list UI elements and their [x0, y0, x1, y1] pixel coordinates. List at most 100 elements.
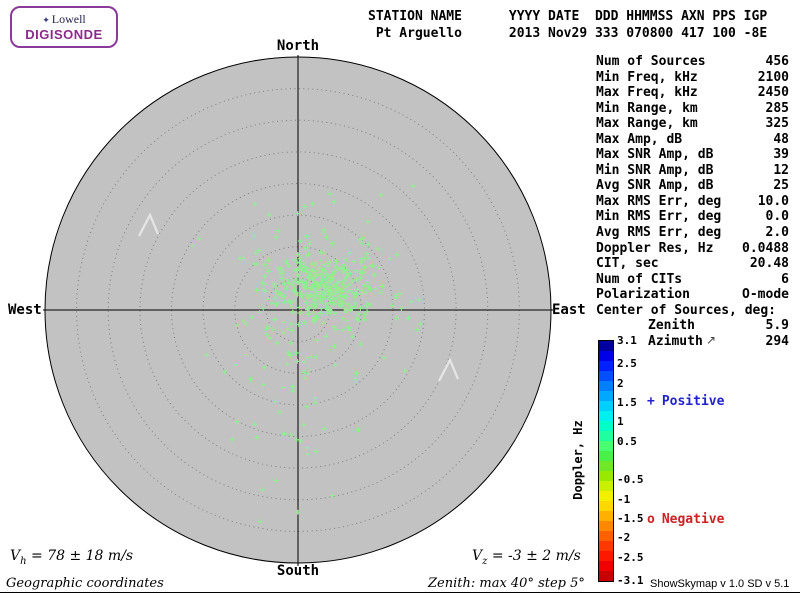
stat-value: 39: [773, 147, 789, 163]
stat-value: 2.0: [765, 225, 789, 241]
coordinate-system-label: Geographic coordinates: [6, 576, 164, 591]
colorbar-segment: [599, 421, 613, 431]
colorbar-segment: [599, 351, 613, 361]
stat-label: Num of CITs: [596, 271, 683, 287]
stat-row: Min Range, km 285: [596, 101, 789, 117]
stat-row: Max SNR Amp, dB 39: [596, 147, 789, 163]
colorbar-segment: [599, 451, 613, 461]
measurement-stats-panel: Num of Sources 456 Min Freq, kHz 2100 Max Fr…: [596, 54, 789, 349]
stat-value: 10.0: [757, 193, 789, 209]
stat-value: 6: [781, 271, 789, 287]
stat-row: CIT, sec 20.48: [596, 256, 789, 272]
colorbar-tick-label: 2.5: [617, 357, 637, 371]
stat-row: Center of Sources, deg:: [596, 303, 789, 319]
colorbar-tick-label: -1: [617, 492, 631, 506]
colorbar-tick-label: -2.5: [617, 550, 644, 564]
colorbar-segment: [599, 371, 613, 381]
stat-row: Num of CITs 6: [596, 272, 789, 288]
colorbar-tick-label: 1: [617, 415, 624, 429]
stat-row: Polarization O-mode: [596, 287, 789, 303]
stat-row: Min Freq, kHz 2100: [596, 70, 789, 86]
zenith-range-note: Zenith: max 40° step 5°: [428, 576, 585, 591]
colorbar-segment: [599, 551, 613, 561]
stat-value: O-mode: [742, 287, 789, 303]
vz-symbol: V: [472, 548, 483, 564]
plus-symbol: +: [647, 394, 655, 409]
stat-value: 20.48: [749, 256, 789, 272]
stat-label: Max RMS Err, deg: [596, 193, 722, 209]
source-points: [190, 183, 423, 524]
compass-north-label: North: [276, 38, 320, 54]
vz-value: = -3 ± 2 m/s: [487, 548, 581, 564]
colorbar-segment: [599, 501, 613, 511]
header-column-titles: STATION NAME YYYY DATE DDD HHMMSS AXN PP…: [368, 9, 768, 24]
horizontal-velocity-readout: Vh = 78 ± 18 m/s: [10, 548, 133, 567]
drift-arrow-icon: [438, 357, 460, 382]
stat-value: 325: [765, 116, 789, 132]
digisonde-logo: ✦ Lowell DIGISONDE: [10, 6, 118, 48]
stat-row: Azimuth 294: [596, 334, 789, 350]
stat-value: 285: [765, 100, 789, 116]
compass-west-label: West: [8, 302, 42, 318]
colorbar-segment: [599, 441, 613, 451]
stat-label: Min Range, km: [596, 100, 698, 116]
colorbar-segment: [599, 341, 613, 351]
stat-row: Num of Sources 456: [596, 54, 789, 70]
colorbar-tick-label: -3.1: [617, 574, 644, 587]
stat-row: Max Amp, dB 48: [596, 132, 789, 148]
legend-negative-label: Negative: [661, 512, 725, 527]
colorbar-tick-label: 3.1: [617, 334, 637, 347]
colorbar-segment: [599, 391, 613, 401]
colorbar-segment: [599, 521, 613, 531]
vertical-velocity-readout: Vz = -3 ± 2 m/s: [472, 548, 581, 567]
stat-label: Zenith: [648, 318, 695, 334]
logo-brand-line: ✦ Lowell: [42, 11, 86, 27]
logo-brand: Lowell: [51, 11, 86, 26]
stat-label: Avg RMS Err, deg: [596, 225, 722, 241]
stat-label: Max Amp, dB: [596, 131, 683, 147]
stat-label: Min RMS Err, deg: [596, 209, 722, 225]
stat-row: Max Freq, kHz 2450: [596, 85, 789, 101]
stat-label: CIT, sec: [596, 256, 659, 272]
circle-symbol: o: [647, 512, 655, 527]
stat-row: Doppler Res, Hz 0.0488: [596, 241, 789, 257]
stat-value: 2100: [757, 69, 789, 85]
stat-row: Min SNR Amp, dB 12: [596, 163, 789, 179]
colorbar-tick-label: -1.5: [617, 512, 644, 526]
colorbar-segment: [599, 361, 613, 371]
colorbar-tick-label: -0.5: [617, 473, 644, 487]
colorbar-segment: [599, 541, 613, 551]
colorbar-title: Doppler, Hz: [571, 420, 585, 500]
header-station-values: Pt Arguello 2013 Nov29 333 070800 417 10…: [368, 26, 768, 41]
compass-south-label: South: [276, 563, 320, 579]
star-icon: ✦: [42, 14, 50, 25]
stat-value: 5.9: [765, 318, 789, 334]
stat-row: Avg RMS Err, deg 2.0: [596, 225, 789, 241]
colorbar-segment: [599, 531, 613, 541]
colorbar-tick-label: 0.5: [617, 434, 637, 448]
stat-row: Max RMS Err, deg 10.0: [596, 194, 789, 210]
colorbar-tick-label: 2: [617, 376, 624, 390]
legend-positive: + Positive: [647, 394, 724, 409]
stat-value: 0.0488: [742, 240, 789, 256]
stat-value: 2450: [757, 85, 789, 101]
stat-label: Max Freq, kHz: [596, 85, 698, 101]
mouse-cursor-icon: ↗: [706, 333, 717, 347]
colorbar-segment: [599, 561, 613, 571]
stat-label: Num of Sources: [596, 54, 706, 69]
drift-arrow-icon: [138, 212, 160, 237]
stat-value: 48: [773, 131, 789, 147]
vh-subscript: h: [20, 555, 27, 567]
version-label: ShowSkymap v 1.0 SD v 5.1: [650, 578, 790, 590]
stat-label: Center of Sources, deg:: [596, 302, 777, 318]
stat-row: Zenith 5.9: [596, 318, 789, 334]
stat-label: Azimuth: [648, 333, 703, 349]
colorbar-segment: [599, 571, 613, 581]
legend-negative: o Negative: [647, 512, 724, 527]
colorbar-tick-label: 1.5: [617, 395, 637, 409]
colorbar-segment: [599, 481, 613, 491]
stat-label: Min Freq, kHz: [596, 69, 698, 85]
colorbar-tick-label: -2: [617, 531, 631, 545]
stat-value: 456: [765, 54, 789, 69]
